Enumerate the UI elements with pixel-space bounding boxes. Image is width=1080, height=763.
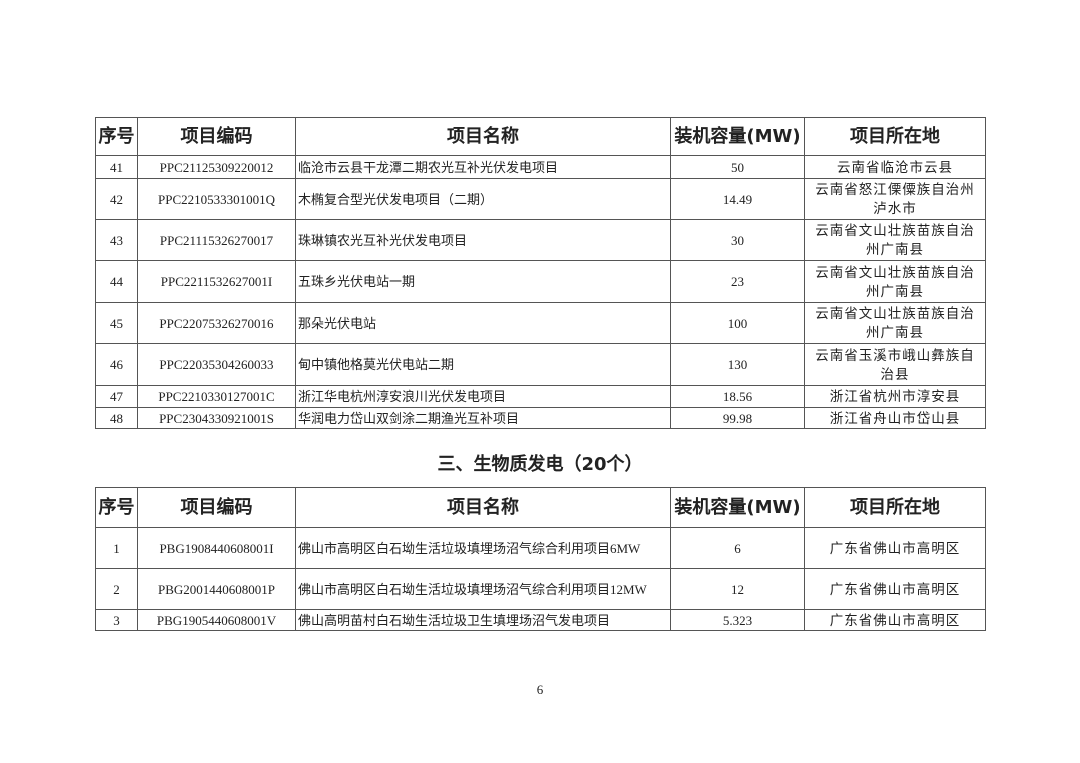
section-title: 三、生物质发电（20个） (437, 454, 643, 475)
header-capacity: 装机容量(MW) (670, 487, 805, 528)
project-code: PPC2304330921001S (137, 407, 296, 429)
header-location: 项目所在地 (804, 487, 986, 528)
row-number: 44 (95, 260, 138, 303)
capacity: 100 (670, 302, 805, 344)
header-location: 项目所在地 (804, 117, 986, 156)
location: 云南省文山壮族苗族自治州广南县 (804, 302, 986, 344)
table-row: 47 PPC2210330127001C 浙江华电杭州淳安浪川光伏发电项目 18.56… (95, 385, 986, 408)
location: 云南省怒江傈僳族自治州泸水市 (804, 178, 986, 220)
project-code: PPC21115326270017 (137, 219, 296, 261)
project-name: 珠琳镇农光互补光伏发电项目 (295, 219, 671, 261)
project-name: 浙江华电杭州淳安浪川光伏发电项目 (295, 385, 671, 408)
capacity: 130 (670, 343, 805, 386)
capacity: 30 (670, 219, 805, 261)
location: 浙江省杭州市淳安县 (804, 385, 986, 408)
project-name: 甸中镇他格莫光伏电站二期 (295, 343, 671, 386)
table-row: 46 PPC22035304260033 甸中镇他格莫光伏电站二期 130 云南省玉溪市… (95, 343, 986, 386)
header-capacity: 装机容量(MW) (670, 117, 805, 156)
project-name: 那朵光伏电站 (295, 302, 671, 344)
photovoltaic-projects-table: 序号 项目编码 项目名称 装机容量(MW) 项目所在地 41 PPC2112530… (95, 117, 986, 429)
project-name: 佛山市高明区白石坳生活垃圾填埋场沼气综合利用项目6MW (295, 527, 671, 569)
location: 广东省佛山市高明区 (804, 568, 986, 610)
project-name: 五珠乡光伏电站一期 (295, 260, 671, 303)
table-row: 1 PBG1908440608001I 佛山市高明区白石坳生活垃圾填埋场沼气综合利用… (95, 527, 986, 569)
project-code: PPC2210533301001Q (137, 178, 296, 220)
project-code: PPC22075326270016 (137, 302, 296, 344)
project-name: 华润电力岱山双剑涂二期渔光互补项目 (295, 407, 671, 429)
project-code: PPC2210330127001C (137, 385, 296, 408)
table-header-row: 序号 项目编码 项目名称 装机容量(MW) 项目所在地 (95, 487, 986, 528)
header-no: 序号 (95, 117, 138, 156)
table-row: 43 PPC21115326270017 珠琳镇农光互补光伏发电项目 30 云南省文山壮… (95, 219, 986, 261)
project-name: 木椭复合型光伏发电项目（二期） (295, 178, 671, 220)
table-row: 45 PPC22075326270016 那朵光伏电站 100 云南省文山壮族苗族自治州… (95, 302, 986, 344)
row-number: 2 (95, 568, 138, 610)
row-number: 46 (95, 343, 138, 386)
row-number: 42 (95, 178, 138, 220)
row-number: 43 (95, 219, 138, 261)
table-row: 41 PPC21125309220012 临沧市云县干龙潭二期农光互补光伏发电项目 5… (95, 155, 986, 179)
project-code: PPC22035304260033 (137, 343, 296, 386)
page-number: 6 (536, 682, 544, 697)
biomass-projects-table: 序号 项目编码 项目名称 装机容量(MW) 项目所在地 1 PBG19084406… (95, 487, 986, 631)
header-no: 序号 (95, 487, 138, 528)
header-code: 项目编码 (137, 487, 296, 528)
header-name: 项目名称 (295, 487, 671, 528)
location: 云南省文山壮族苗族自治州广南县 (804, 219, 986, 261)
project-code: PPC21125309220012 (137, 155, 296, 179)
project-name: 临沧市云县干龙潭二期农光互补光伏发电项目 (295, 155, 671, 179)
project-name: 佛山高明苗村白石坳生活垃圾卫生填埋场沼气发电项目 (295, 609, 671, 631)
capacity: 12 (670, 568, 805, 610)
table-row: 42 PPC2210533301001Q 木椭复合型光伏发电项目（二期） 14.49 云… (95, 178, 986, 220)
capacity: 50 (670, 155, 805, 179)
row-number: 45 (95, 302, 138, 344)
header-code: 项目编码 (137, 117, 296, 156)
project-name: 佛山市高明区白石坳生活垃圾填埋场沼气综合利用项目12MW (295, 568, 671, 610)
row-number: 47 (95, 385, 138, 408)
capacity: 18.56 (670, 385, 805, 408)
table-row: 48 PPC2304330921001S 华润电力岱山双剑涂二期渔光互补项目 99.9… (95, 407, 986, 429)
capacity: 5.323 (670, 609, 805, 631)
row-number: 41 (95, 155, 138, 179)
table-row: 3 PBG1905440608001V 佛山高明苗村白石坳生活垃圾卫生填埋场沼气发电… (95, 609, 986, 631)
location: 云南省临沧市云县 (804, 155, 986, 179)
project-code: PBG1908440608001I (137, 527, 296, 569)
location: 广东省佛山市高明区 (804, 609, 986, 631)
location: 云南省玉溪市峨山彝族自治县 (804, 343, 986, 386)
location: 浙江省舟山市岱山县 (804, 407, 986, 429)
row-number: 3 (95, 609, 138, 631)
capacity: 6 (670, 527, 805, 569)
table-row: 2 PBG2001440608001P 佛山市高明区白石坳生活垃圾填埋场沼气综合利用… (95, 568, 986, 610)
project-code: PPC2211532627001I (137, 260, 296, 303)
capacity: 14.49 (670, 178, 805, 220)
project-code: PBG1905440608001V (137, 609, 296, 631)
row-number: 48 (95, 407, 138, 429)
row-number: 1 (95, 527, 138, 569)
location: 云南省文山壮族苗族自治州广南县 (804, 260, 986, 303)
project-code: PBG2001440608001P (137, 568, 296, 610)
table-header-row: 序号 项目编码 项目名称 装机容量(MW) 项目所在地 (95, 117, 986, 156)
location: 广东省佛山市高明区 (804, 527, 986, 569)
capacity: 23 (670, 260, 805, 303)
table-row: 44 PPC2211532627001I 五珠乡光伏电站一期 23 云南省文山壮族苗族自… (95, 260, 986, 303)
capacity: 99.98 (670, 407, 805, 429)
header-name: 项目名称 (295, 117, 671, 156)
